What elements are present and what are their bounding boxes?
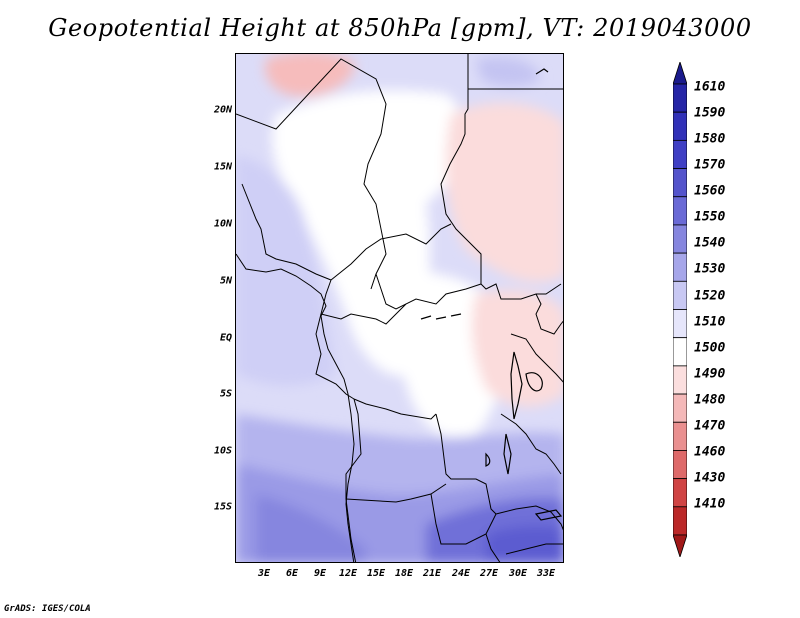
colorbar-label: 1590 — [694, 105, 726, 121]
lat-label-10s: 10S — [213, 445, 232, 457]
colorbar-label: 1520 — [694, 288, 726, 304]
lakes — [420, 68, 563, 521]
lat-label-eq: EQ — [219, 332, 232, 344]
colorbar-label: 1540 — [694, 235, 726, 251]
lon-label-27e: 27E — [479, 568, 499, 579]
colorbar-swatch — [673, 224, 687, 254]
colorbar-label: 1550 — [694, 209, 726, 225]
colorbar-swatch — [673, 478, 687, 508]
colorbar-swatch — [673, 337, 687, 367]
colorbar-swatch — [673, 506, 687, 536]
colorbar-swatch — [673, 393, 687, 423]
lat-label-15n: 15N — [213, 161, 232, 173]
lon-label-30e: 30E — [508, 568, 528, 579]
zone-1550-southwest — [256, 494, 366, 562]
colorbar-swatch — [673, 421, 687, 451]
colorbar-swatch — [673, 365, 687, 395]
colorbar-swatch — [673, 450, 687, 480]
colorbar-label: 1570 — [694, 157, 726, 173]
colorbar-label: 1430 — [694, 470, 726, 486]
zone-lavender-west — [236, 154, 336, 386]
colorbar-label: 1490 — [694, 366, 726, 382]
colorbar — [673, 62, 687, 557]
colorbar-swatch — [673, 280, 687, 310]
country-borders — [236, 54, 563, 562]
chart-title: Geopotential Height at 850hPa [gpm], VT:… — [48, 14, 752, 42]
lon-label-24e: 24E — [451, 568, 471, 579]
zone-1560-southeast — [486, 525, 563, 562]
lon-label-15e: 15E — [366, 568, 386, 579]
geopotential-field — [236, 54, 563, 562]
map-panel — [235, 53, 564, 563]
zone-pink-northeast — [446, 103, 563, 283]
lon-label-3e: 3E — [257, 568, 271, 579]
colorbar-label: 1530 — [694, 261, 726, 277]
lat-label-10n: 10N — [213, 218, 232, 230]
colorbar-swatch — [673, 252, 687, 282]
lon-label-21e: 21E — [422, 568, 442, 579]
lon-label-18e: 18E — [394, 568, 414, 579]
lon-label-33e: 33E — [536, 568, 556, 579]
colorbar-swatches — [673, 62, 687, 557]
colorbar-label: 1480 — [694, 392, 726, 408]
lat-label-20n: 20N — [213, 104, 232, 116]
lat-label-5n: 5N — [219, 275, 232, 287]
colorbar-label: 1460 — [694, 444, 726, 460]
lon-label-9e: 9E — [313, 568, 327, 579]
colorbar-label: 1410 — [694, 496, 726, 512]
colorbar-label: 1500 — [694, 340, 726, 356]
colorbar-bottom-arrow — [673, 534, 687, 557]
lat-label-15s: 15S — [213, 501, 232, 513]
lon-label-6e: 6E — [285, 568, 299, 579]
colorbar-swatch — [673, 309, 687, 339]
colorbar-label: 1610 — [694, 79, 726, 95]
colorbar-label: 1580 — [694, 131, 726, 147]
colorbar-label: 1560 — [694, 183, 726, 199]
colorbar-top-arrow — [673, 62, 687, 85]
coastline — [236, 253, 355, 562]
lon-label-12e: 12E — [338, 568, 358, 579]
colorbar-swatch — [673, 168, 687, 198]
lat-label-5s: 5S — [219, 388, 232, 400]
colorbar-label: 1510 — [694, 314, 726, 330]
credit-text: GrADS: IGES/COLA — [4, 604, 91, 614]
colorbar-label: 1470 — [694, 418, 726, 434]
colorbar-swatch — [673, 139, 687, 169]
colorbar-swatch — [673, 83, 687, 113]
zone-lavender-northeast — [476, 57, 541, 87]
colorbar-swatch — [673, 196, 687, 226]
colorbar-swatch — [673, 111, 687, 141]
zone-pink-northwest — [265, 54, 356, 97]
